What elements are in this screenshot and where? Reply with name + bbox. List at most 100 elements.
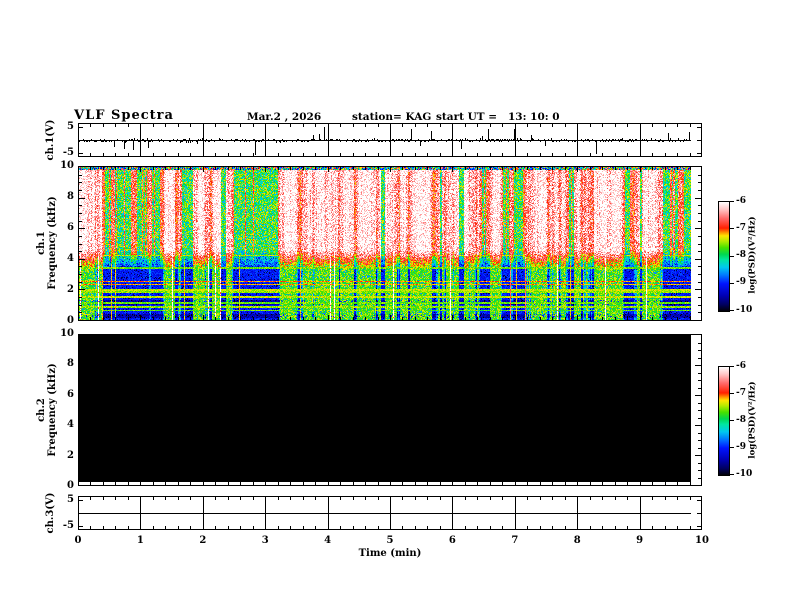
minor-time-tick [290,482,292,485]
minor-time-tick [127,153,129,156]
minor-time-tick [589,153,591,156]
minor-time-tick [589,526,591,529]
ch1-voltage-waveform [79,124,691,156]
minor-time-tick [564,153,566,156]
ch1-voltage-panel [78,123,702,157]
minor-time-tick [277,335,279,338]
minor-time-tick [190,167,192,170]
x-tick-label: 8 [573,535,581,546]
minor-time-tick [464,317,466,320]
minor-time-tick [539,167,541,170]
minute-tick [452,315,454,320]
minor-time-tick [427,497,429,500]
minor-time-tick [564,482,566,485]
minor-time-tick [402,124,404,127]
minor-time-tick [240,482,242,485]
minor-time-tick [277,497,279,500]
minor-time-tick [427,526,429,529]
frequency-tick [79,342,82,344]
minor-time-tick [252,526,254,529]
minor-time-tick [489,167,491,170]
minor-time-tick [277,167,279,170]
minor-time-tick [102,497,104,500]
minor-time-tick [352,124,354,127]
minor-time-tick [489,335,491,338]
minor-time-tick [664,317,666,320]
voltage-tick [79,153,83,154]
minor-time-tick [177,124,179,127]
minor-time-tick [290,335,292,338]
minor-time-tick [315,124,317,127]
minor-time-tick [340,335,342,338]
minor-time-tick [402,497,404,500]
minor-time-tick [302,526,304,529]
frequency-tick-label: 4 [67,419,74,431]
minor-time-tick [115,124,117,127]
minor-time-tick [489,497,491,500]
minor-time-tick [589,482,591,485]
minor-time-tick [215,335,217,338]
minute-gridline [452,497,454,529]
minor-time-tick [227,497,229,500]
minute-tick [327,480,329,485]
minor-time-tick [439,317,441,320]
minor-time-tick [115,153,117,156]
minute-gridline [265,124,267,156]
minor-time-tick [90,167,92,170]
minor-time-tick [315,526,317,529]
minor-time-tick [539,335,541,338]
minute-gridline [639,124,641,156]
minor-time-tick [564,124,566,127]
minor-time-tick [477,124,479,127]
minor-time-tick [489,153,491,156]
minor-time-tick [115,526,117,529]
minute-gridline [577,497,579,529]
minor-time-tick [464,167,466,170]
minor-time-tick [677,153,679,156]
minute-tick [639,167,641,172]
colorbar-tick [730,474,734,475]
minor-time-tick [552,124,554,127]
minor-time-tick [564,167,566,170]
minor-time-tick [689,497,691,500]
minute-tick [202,480,204,485]
minor-time-tick [614,167,616,170]
minor-time-tick [589,317,591,320]
header-date: Mar.2 , 2026 [247,111,322,123]
frequency-tick [79,462,82,464]
minor-time-tick [290,167,292,170]
minor-time-tick [302,124,304,127]
colorbar-tick-label: -7 [736,387,746,398]
minor-time-tick [652,167,654,170]
minor-time-tick [402,153,404,156]
frequency-tick [698,243,701,245]
minute-gridline [452,124,454,156]
minor-time-tick [102,335,104,338]
frequency-tick [698,387,701,389]
minor-time-tick [614,153,616,156]
minute-tick [327,167,329,172]
minute-gridline [202,497,204,529]
minor-time-tick [477,167,479,170]
minor-time-tick [414,335,416,338]
minor-time-tick [377,124,379,127]
minor-time-tick [352,497,354,500]
frequency-tick [79,174,82,176]
voltage-tick [697,140,701,141]
frequency-tick [79,289,85,291]
minute-tick [514,335,516,340]
minor-time-tick [664,526,666,529]
minute-tick [514,315,516,320]
minor-time-tick [414,153,416,156]
minor-time-tick [127,335,129,338]
minor-time-tick [602,153,604,156]
minor-time-tick [290,497,292,500]
minor-time-tick [252,317,254,320]
minor-time-tick [539,526,541,529]
minor-time-tick [90,335,92,338]
frequency-tick [698,477,701,479]
minute-tick [202,335,204,340]
frequency-tick [79,470,82,471]
minor-time-tick [240,124,242,127]
minor-time-tick [252,497,254,500]
